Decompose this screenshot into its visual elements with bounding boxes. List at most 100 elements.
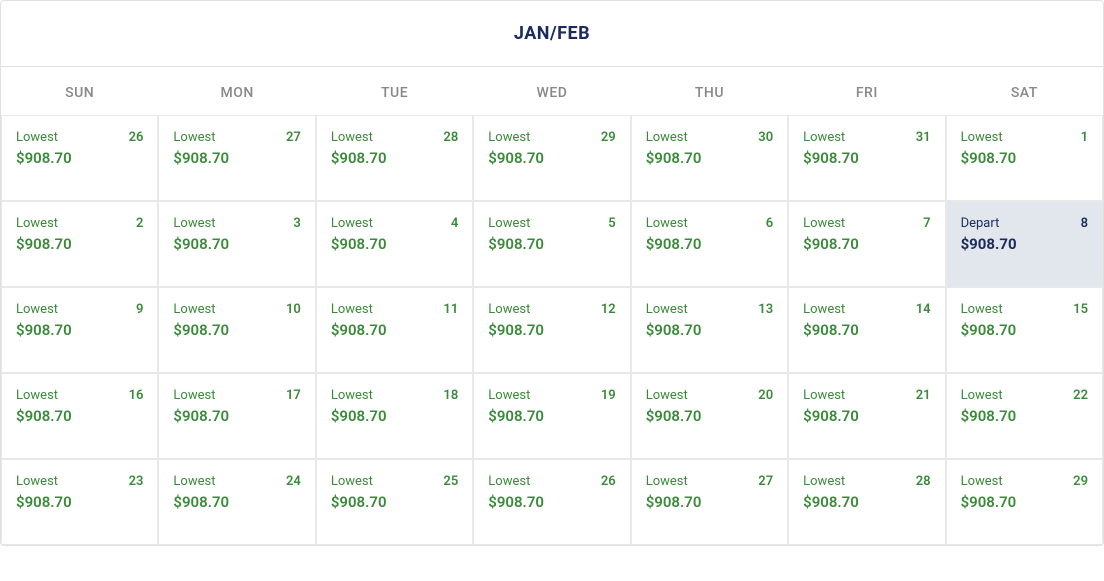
weekday-wed: WED bbox=[473, 85, 630, 101]
day-cell[interactable]: Lowest19$908.70 bbox=[473, 373, 630, 459]
day-label: Lowest bbox=[961, 474, 1003, 489]
day-price: $908.70 bbox=[16, 407, 143, 425]
weekday-tue: TUE bbox=[316, 85, 473, 101]
day-cell[interactable]: Lowest20$908.70 bbox=[631, 373, 788, 459]
weekday-mon: MON bbox=[158, 85, 315, 101]
day-price: $908.70 bbox=[331, 235, 458, 253]
day-label: Lowest bbox=[646, 474, 688, 489]
day-cell[interactable]: Lowest1$908.70 bbox=[946, 115, 1103, 201]
fare-calendar: JAN/FEB SUN MON TUE WED THU FRI SAT Lowe… bbox=[0, 0, 1104, 546]
day-cell[interactable]: Lowest28$908.70 bbox=[788, 459, 945, 545]
day-cell[interactable]: Lowest2$908.70 bbox=[1, 201, 158, 287]
day-label: Depart bbox=[961, 216, 1000, 231]
day-label: Lowest bbox=[331, 302, 373, 317]
day-number: 20 bbox=[758, 388, 773, 403]
day-number: 7 bbox=[923, 216, 930, 231]
month-title: JAN/FEB bbox=[1, 1, 1103, 67]
day-label: Lowest bbox=[803, 130, 845, 145]
day-number: 9 bbox=[136, 302, 143, 317]
day-price: $908.70 bbox=[488, 235, 615, 253]
day-label: Lowest bbox=[331, 130, 373, 145]
day-price: $908.70 bbox=[803, 407, 930, 425]
day-number: 27 bbox=[286, 130, 301, 145]
day-cell[interactable]: Lowest29$908.70 bbox=[473, 115, 630, 201]
day-label: Lowest bbox=[16, 388, 58, 403]
day-cell[interactable]: Depart8$908.70 bbox=[946, 201, 1103, 287]
day-label: Lowest bbox=[331, 388, 373, 403]
day-number: 11 bbox=[443, 302, 458, 317]
day-number: 8 bbox=[1081, 216, 1088, 231]
day-number: 29 bbox=[601, 130, 616, 145]
weekday-thu: THU bbox=[631, 85, 788, 101]
day-price: $908.70 bbox=[646, 493, 773, 511]
day-label: Lowest bbox=[961, 388, 1003, 403]
day-price: $908.70 bbox=[488, 149, 615, 167]
day-price: $908.70 bbox=[961, 321, 1088, 339]
day-cell[interactable]: Lowest 5 $908.70 bbox=[473, 201, 630, 287]
day-label: Lowest bbox=[803, 474, 845, 489]
day-cell[interactable]: Lowest13$908.70 bbox=[631, 287, 788, 373]
day-price: $908.70 bbox=[173, 321, 300, 339]
day-number: 14 bbox=[916, 302, 931, 317]
day-cell[interactable]: Lowest10$908.70 bbox=[158, 287, 315, 373]
day-cell[interactable]: Lowest12$908.70 bbox=[473, 287, 630, 373]
day-cell[interactable]: Lowest22$908.70 bbox=[946, 373, 1103, 459]
day-cell[interactable]: Lowest3$908.70 bbox=[158, 201, 315, 287]
day-price: $908.70 bbox=[16, 493, 143, 511]
day-cell[interactable]: Lowest26$908.70 bbox=[473, 459, 630, 545]
day-cell[interactable]: Lowest4$908.70 bbox=[316, 201, 473, 287]
day-cell[interactable]: Lowest 25 $908.70 bbox=[316, 459, 473, 545]
day-cell[interactable]: Lowest7$908.70 bbox=[788, 201, 945, 287]
day-number: 16 bbox=[129, 388, 144, 403]
day-price: $908.70 bbox=[646, 321, 773, 339]
day-number: 28 bbox=[916, 474, 931, 489]
day-cell[interactable]: Lowest15$908.70 bbox=[946, 287, 1103, 373]
day-price: $908.70 bbox=[173, 407, 300, 425]
day-cell[interactable]: Lowest27$908.70 bbox=[158, 115, 315, 201]
day-cell[interactable]: Lowest 21 $908.70 bbox=[788, 373, 945, 459]
day-label: Lowest bbox=[331, 216, 373, 231]
day-number: 5 bbox=[608, 216, 615, 231]
day-number: 25 bbox=[443, 474, 458, 489]
day-number: 15 bbox=[1073, 302, 1088, 317]
day-cell[interactable]: Lowest 16 $908.70 bbox=[1, 373, 158, 459]
day-label: Lowest bbox=[173, 388, 215, 403]
day-number: 23 bbox=[129, 474, 144, 489]
day-number: 27 bbox=[758, 474, 773, 489]
day-cell[interactable]: Lowest28$908.70 bbox=[316, 115, 473, 201]
day-cell[interactable]: Lowest9$908.70 bbox=[1, 287, 158, 373]
day-price: $908.70 bbox=[173, 493, 300, 511]
day-label: Lowest bbox=[488, 216, 530, 231]
day-price: $908.70 bbox=[331, 407, 458, 425]
day-cell[interactable]: Lowest14$908.70 bbox=[788, 287, 945, 373]
day-price: $908.70 bbox=[16, 235, 143, 253]
day-number: 10 bbox=[286, 302, 301, 317]
day-cell[interactable]: Lowest26$908.70 bbox=[1, 115, 158, 201]
day-cell[interactable]: Lowest18$908.70 bbox=[316, 373, 473, 459]
day-cell[interactable]: Lowest17$908.70 bbox=[158, 373, 315, 459]
day-price: $908.70 bbox=[488, 321, 615, 339]
day-price: $908.70 bbox=[803, 149, 930, 167]
day-cell[interactable]: Lowest30$908.70 bbox=[631, 115, 788, 201]
day-label: Lowest bbox=[331, 474, 373, 489]
day-number: 21 bbox=[916, 388, 931, 403]
day-number: 3 bbox=[293, 216, 300, 231]
day-cell[interactable]: Lowest 27 $908.70 bbox=[631, 459, 788, 545]
day-number: 28 bbox=[443, 130, 458, 145]
day-label: Lowest bbox=[16, 130, 58, 145]
day-price: $908.70 bbox=[16, 149, 143, 167]
day-number: 12 bbox=[601, 302, 616, 317]
day-label: Lowest bbox=[16, 216, 58, 231]
day-label: Lowest bbox=[803, 388, 845, 403]
day-label: Lowest bbox=[646, 302, 688, 317]
day-cell[interactable]: Lowest6$908.70 bbox=[631, 201, 788, 287]
day-cell[interactable]: Lowest29$908.70 bbox=[946, 459, 1103, 545]
day-cell[interactable]: Lowest23$908.70 bbox=[1, 459, 158, 545]
calendar-grid: Lowest26$908.70Lowest27$908.70Lowest28$9… bbox=[1, 115, 1103, 545]
day-cell[interactable]: Lowest11$908.70 bbox=[316, 287, 473, 373]
day-price: $908.70 bbox=[961, 493, 1088, 511]
day-number: 19 bbox=[601, 388, 616, 403]
day-cell[interactable]: Lowest31$908.70 bbox=[788, 115, 945, 201]
day-cell[interactable]: Lowest24$908.70 bbox=[158, 459, 315, 545]
day-price: $908.70 bbox=[331, 493, 458, 511]
